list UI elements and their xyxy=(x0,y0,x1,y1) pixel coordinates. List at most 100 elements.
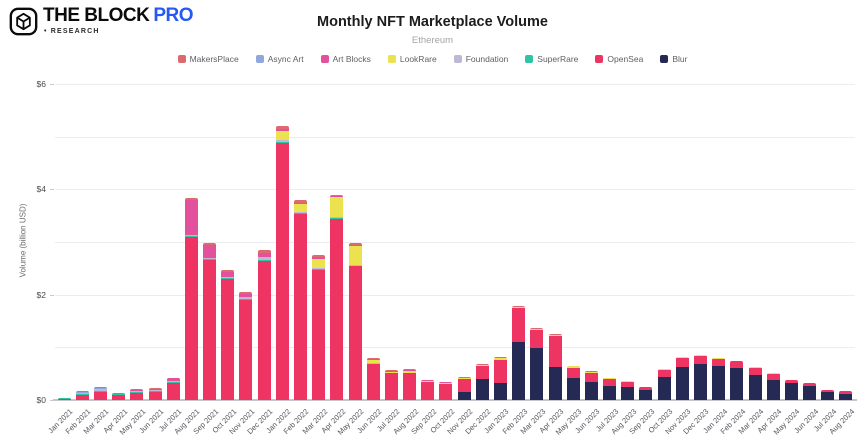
art-blocks-segment xyxy=(330,196,344,198)
legend-label: MakersPlace xyxy=(189,54,239,64)
blur-segment xyxy=(803,385,817,400)
bar-jun-2024[interactable] xyxy=(803,383,817,400)
legend-item-foundation[interactable]: Foundation xyxy=(453,54,508,64)
legend-item-art-blocks[interactable]: Art Blocks xyxy=(320,54,371,64)
async-art-segment xyxy=(184,199,198,201)
ytick-label-$2: $2 xyxy=(36,289,46,300)
bar-aug-2021[interactable] xyxy=(184,198,198,400)
art-blocks-swatch-icon xyxy=(320,55,329,63)
bar-oct-2023[interactable] xyxy=(657,369,671,400)
legend-label: LookRare xyxy=(399,54,437,64)
bar-dec-2021[interactable] xyxy=(257,250,271,400)
ytick-mark xyxy=(50,294,54,296)
legend-item-blur[interactable]: Blur xyxy=(660,54,687,64)
bar-sep-2023[interactable] xyxy=(639,386,653,400)
bar-jul-2021[interactable] xyxy=(166,377,180,400)
lookrare-segment xyxy=(639,386,653,388)
bar-may-2021[interactable] xyxy=(130,388,144,400)
bar-mar-2022[interactable] xyxy=(312,255,326,400)
bar-mar-2024[interactable] xyxy=(748,367,762,400)
blur-segment xyxy=(748,374,762,400)
opensea-segment xyxy=(512,308,526,343)
bar-feb-2021[interactable] xyxy=(75,391,89,400)
foundation-swatch-icon xyxy=(453,55,462,63)
opensea-segment xyxy=(803,383,817,386)
bar-may-2023[interactable] xyxy=(566,365,580,400)
superrare-swatch-icon xyxy=(525,55,534,63)
bar-feb-2022[interactable] xyxy=(293,199,307,400)
bar-jul-2022[interactable] xyxy=(384,370,398,400)
bar-may-2022[interactable] xyxy=(348,243,362,400)
bar-jun-2021[interactable] xyxy=(148,388,162,400)
art-blocks-segment xyxy=(366,358,380,360)
async-art-segment xyxy=(93,387,107,389)
opensea-segment xyxy=(784,380,798,383)
opensea-segment xyxy=(257,260,271,400)
bar-feb-2024[interactable] xyxy=(730,360,744,400)
lookrare-segment xyxy=(693,355,707,356)
opensea-segment xyxy=(166,383,180,400)
opensea-segment xyxy=(330,218,344,400)
bar-jan-2021[interactable] xyxy=(57,397,71,400)
bar-nov-2021[interactable] xyxy=(239,292,253,400)
bar-may-2024[interactable] xyxy=(784,380,798,400)
superrare-segment xyxy=(166,382,180,384)
bar-feb-2023[interactable] xyxy=(512,305,526,400)
lookrare-swatch-icon xyxy=(387,55,396,63)
superrare-segment xyxy=(275,141,289,143)
foundation-segment xyxy=(93,389,107,391)
bar-mar-2021[interactable] xyxy=(93,386,107,400)
bar-oct-2021[interactable] xyxy=(221,270,235,400)
lookrare-segment xyxy=(621,381,635,382)
art-blocks-segment xyxy=(421,380,435,381)
legend-item-opensea[interactable]: OpenSea xyxy=(595,54,643,64)
blur-segment xyxy=(639,390,653,400)
opensea-segment xyxy=(493,359,507,384)
bar-jan-2023[interactable] xyxy=(493,356,507,400)
bar-jun-2023[interactable] xyxy=(584,371,598,400)
opensea-segment xyxy=(566,367,580,379)
bar-mar-2023[interactable] xyxy=(530,328,544,400)
makersplace-segment xyxy=(148,388,162,389)
bar-sep-2022[interactable] xyxy=(421,379,435,400)
art-blocks-segment xyxy=(257,253,271,257)
bar-apr-2021[interactable] xyxy=(112,393,126,400)
bar-aug-2023[interactable] xyxy=(621,381,635,400)
bar-dec-2023[interactable] xyxy=(693,355,707,400)
bar-jul-2023[interactable] xyxy=(603,377,617,400)
bar-oct-2022[interactable] xyxy=(439,381,453,400)
plot-area xyxy=(53,84,857,401)
bar-aug-2024[interactable] xyxy=(839,391,853,400)
bar-apr-2022[interactable] xyxy=(330,194,344,400)
bar-nov-2022[interactable] xyxy=(457,377,471,400)
bar-apr-2024[interactable] xyxy=(766,373,780,400)
lookrare-segment xyxy=(330,197,344,218)
legend-item-async-art[interactable]: Async Art xyxy=(255,54,304,64)
async-art-swatch-icon xyxy=(255,55,264,63)
art-blocks-segment xyxy=(293,202,307,205)
bar-jul-2024[interactable] xyxy=(821,390,835,400)
bar-nov-2023[interactable] xyxy=(675,357,689,400)
bar-dec-2022[interactable] xyxy=(475,364,489,400)
makersplace-segment xyxy=(257,250,271,254)
bar-jan-2022[interactable] xyxy=(275,126,289,400)
legend-item-lookrare[interactable]: LookRare xyxy=(387,54,437,64)
superrare-segment xyxy=(57,398,71,399)
legend-item-makersplace[interactable]: MakersPlace xyxy=(177,54,239,64)
makersplace-segment xyxy=(130,388,144,391)
opensea-segment xyxy=(312,269,326,400)
makersplace-segment xyxy=(530,328,544,329)
blur-segment xyxy=(548,366,562,400)
blur-segment xyxy=(693,364,707,400)
superrare-segment xyxy=(93,390,107,393)
bar-aug-2022[interactable] xyxy=(403,369,417,400)
bar-jan-2024[interactable] xyxy=(712,358,726,400)
bar-apr-2023[interactable] xyxy=(548,334,562,400)
makersplace-segment xyxy=(403,369,417,370)
art-blocks-segment xyxy=(384,370,398,372)
lookrare-segment xyxy=(475,364,489,366)
blur-segment xyxy=(675,366,689,400)
bar-sep-2021[interactable] xyxy=(203,243,217,400)
legend-item-superrare[interactable]: SuperRare xyxy=(525,54,578,64)
bar-jun-2022[interactable] xyxy=(366,357,380,400)
